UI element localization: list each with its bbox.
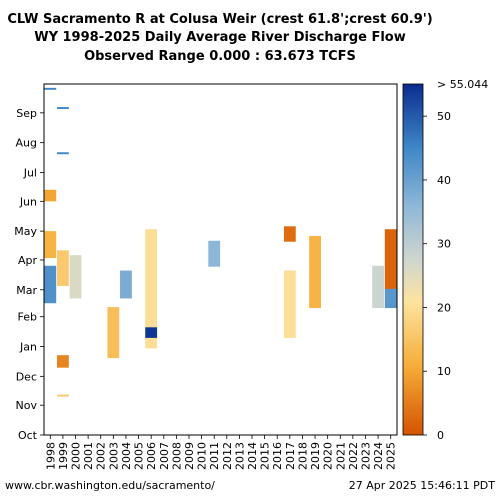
y-axis: Oct Nov Dec Jan Feb Mar Apr May Jun Jul Aug Sep [14,107,44,442]
y-tick-label-aug: Aug [16,137,37,150]
y-tick-label-may: May [14,225,37,238]
y-tick-label-dec: Dec [16,370,37,383]
x-tick-label-2019: 2019 [309,442,322,470]
x-tick-label-2011: 2011 [208,442,221,470]
chart-title-line-2: WY 1998-2025 Daily Average River Dischar… [34,30,406,45]
heatmap-cell-2011-14 [208,240,221,267]
heatmap-cell-1999-8 [57,394,69,397]
x-tick-label-2000: 2000 [70,442,83,470]
heatmap-cell-1998-2 [44,231,57,259]
y-tick-label-oct: Oct [18,429,38,442]
y-tick-label-jan: Jan [19,341,37,354]
x-tick-label-2023: 2023 [359,442,372,470]
heatmap-cell-1999-5 [57,152,69,155]
x-tick-label-2024: 2024 [372,442,385,470]
heatmap-cell-2025-19 [384,229,397,290]
x-tick-label-2013: 2013 [233,442,246,470]
heatmap-cell-2004-11 [120,270,132,299]
x-tick-label-2018: 2018 [296,442,309,470]
heatmap-cell-2006-13 [145,327,158,338]
colorbar [402,83,424,436]
colorbar-max-label: > 55.044 [437,78,488,91]
heatmap-cell-1998-3 [44,265,57,304]
x-tick-label-2007: 2007 [158,442,171,470]
colorbar-tick-label-50: 50 [437,110,451,123]
footer-timestamp: 27 Apr 2025 15:46:11 PDT [348,479,495,492]
chart-title-line-1: CLW Sacramento R at Colusa Weir (crest 6… [7,12,433,27]
colorbar-axis: 0 10 20 30 40 50 [423,110,451,442]
x-tick-label-2025: 2025 [385,442,398,470]
x-tick-label-2009: 2009 [183,442,196,470]
heatmap-cell-2017-15 [283,270,296,338]
heatmap-cell-1999-7 [57,355,69,368]
footer-url: www.cbr.washington.edu/sacramento/ [5,479,215,492]
y-tick-label-sep: Sep [16,107,37,120]
chart-title-line-3: Observed Range 0.000 : 63.673 TCFS [84,49,356,64]
x-tick-label-2004: 2004 [120,442,133,470]
heatmap-cell-2000-9 [69,255,82,299]
x-tick-label-2006: 2006 [145,442,158,470]
x-tick-label-2022: 2022 [347,442,360,470]
heatmap-cell-2024-18 [372,265,384,309]
heatmap-cell-2017-16 [283,226,296,242]
heatmap-cell-2006-12 [145,229,158,349]
heatmap-cell-2025-20 [384,288,397,309]
colorbar-tick-label-20: 20 [437,301,451,314]
heatmap-cell-1999-4 [57,107,69,109]
x-tick-label-2016: 2016 [271,442,284,470]
y-tick-label-mar: Mar [16,284,37,297]
heatmap-cell-1998-0 [44,87,57,90]
x-tick-label-1998: 1998 [44,442,57,470]
y-tick-label-feb: Feb [18,311,37,324]
colorbar-tick-label-40: 40 [437,174,451,187]
heatmap-cell-1998-1 [44,189,57,202]
heatmap-cell-2003-10 [107,307,120,359]
x-tick-label-2020: 2020 [322,442,335,470]
heatmap-cells [44,87,397,397]
x-tick-label-2005: 2005 [133,442,146,470]
y-tick-label-nov: Nov [16,399,38,412]
y-tick-label-jun: Jun [19,195,37,208]
x-tick-label-2003: 2003 [107,442,120,470]
x-tick-label-2012: 2012 [221,442,234,470]
heatmap-cell-2019-17 [309,235,321,309]
x-tick-label-2010: 2010 [196,442,209,470]
x-tick-label-2001: 2001 [82,442,95,470]
x-tick-label-2002: 2002 [95,442,108,470]
x-tick-label-1999: 1999 [57,442,70,470]
plot-frame [43,83,398,436]
x-tick-label-2021: 2021 [334,442,347,470]
x-tick-label-2014: 2014 [246,442,259,470]
y-tick-label-apr: Apr [18,254,38,267]
x-tick-label-2017: 2017 [284,442,297,470]
x-tick-label-2015: 2015 [259,442,272,470]
colorbar-tick-label-30: 30 [437,238,451,251]
x-tick-label-2008: 2008 [170,442,183,470]
colorbar-tick-label-0: 0 [437,429,444,442]
y-tick-label-jul: Jul [23,166,37,179]
x-axis: 1998 1999 2000 2001 2002 2003 2004 2005 2006 2007… [44,435,398,470]
colorbar-tick-label-10: 10 [437,365,451,378]
heatmap-cell-1999-6 [57,250,69,286]
